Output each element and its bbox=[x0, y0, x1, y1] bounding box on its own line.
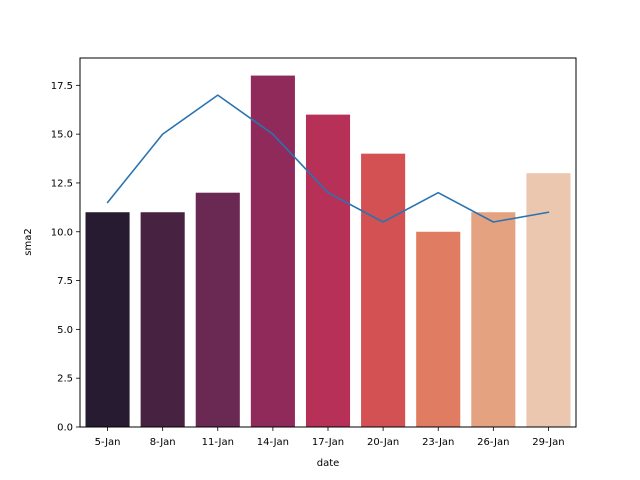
x-tick-label: 29-Jan bbox=[532, 437, 564, 448]
bar-23-jan bbox=[416, 231, 461, 427]
bar-11-jan bbox=[195, 192, 240, 427]
line-layer bbox=[106, 94, 550, 223]
bar-20-jan bbox=[361, 153, 406, 428]
x-tick-label: 8-Jan bbox=[150, 437, 176, 448]
y-axis-ticks: 0.0 2.5 5.0 7.5 10.0 12.5 15.0 17.5 bbox=[51, 81, 80, 434]
bar-5-jan bbox=[85, 212, 130, 427]
x-tick-label: 26-Jan bbox=[477, 437, 509, 448]
y-tick-label: 5.0 bbox=[57, 325, 73, 336]
x-tick-label: 23-Jan bbox=[422, 437, 454, 448]
y-tick-label: 15.0 bbox=[51, 130, 73, 141]
x-tick-label: 11-Jan bbox=[202, 437, 234, 448]
bars-layer bbox=[85, 75, 571, 428]
sma2-line bbox=[106, 94, 550, 223]
x-tick-label: 14-Jan bbox=[257, 437, 289, 448]
x-tick-label: 17-Jan bbox=[312, 437, 344, 448]
bar-8-jan bbox=[140, 212, 185, 427]
bar-26-jan bbox=[471, 212, 516, 427]
x-axis-ticks: 5-Jan 8-Jan 11-Jan 14-Jan 17-Jan 20-Jan 23-Jan… bbox=[95, 427, 565, 448]
y-tick-label: 12.5 bbox=[51, 178, 73, 189]
bar-29-jan bbox=[526, 173, 571, 427]
y-tick-label: 10.0 bbox=[51, 227, 73, 238]
bar-17-jan bbox=[305, 114, 351, 428]
x-tick-label: 20-Jan bbox=[367, 437, 399, 448]
y-tick-label: 2.5 bbox=[57, 374, 73, 385]
y-tick-label: 0.0 bbox=[57, 423, 73, 434]
y-tick-label: 7.5 bbox=[57, 276, 73, 287]
y-tick-label: 17.5 bbox=[51, 81, 73, 92]
bar-14-jan bbox=[250, 75, 295, 427]
x-tick-label: 5-Jan bbox=[95, 437, 121, 448]
x-axis-label: date bbox=[317, 458, 340, 469]
y-axis-label: sma2 bbox=[23, 228, 34, 255]
